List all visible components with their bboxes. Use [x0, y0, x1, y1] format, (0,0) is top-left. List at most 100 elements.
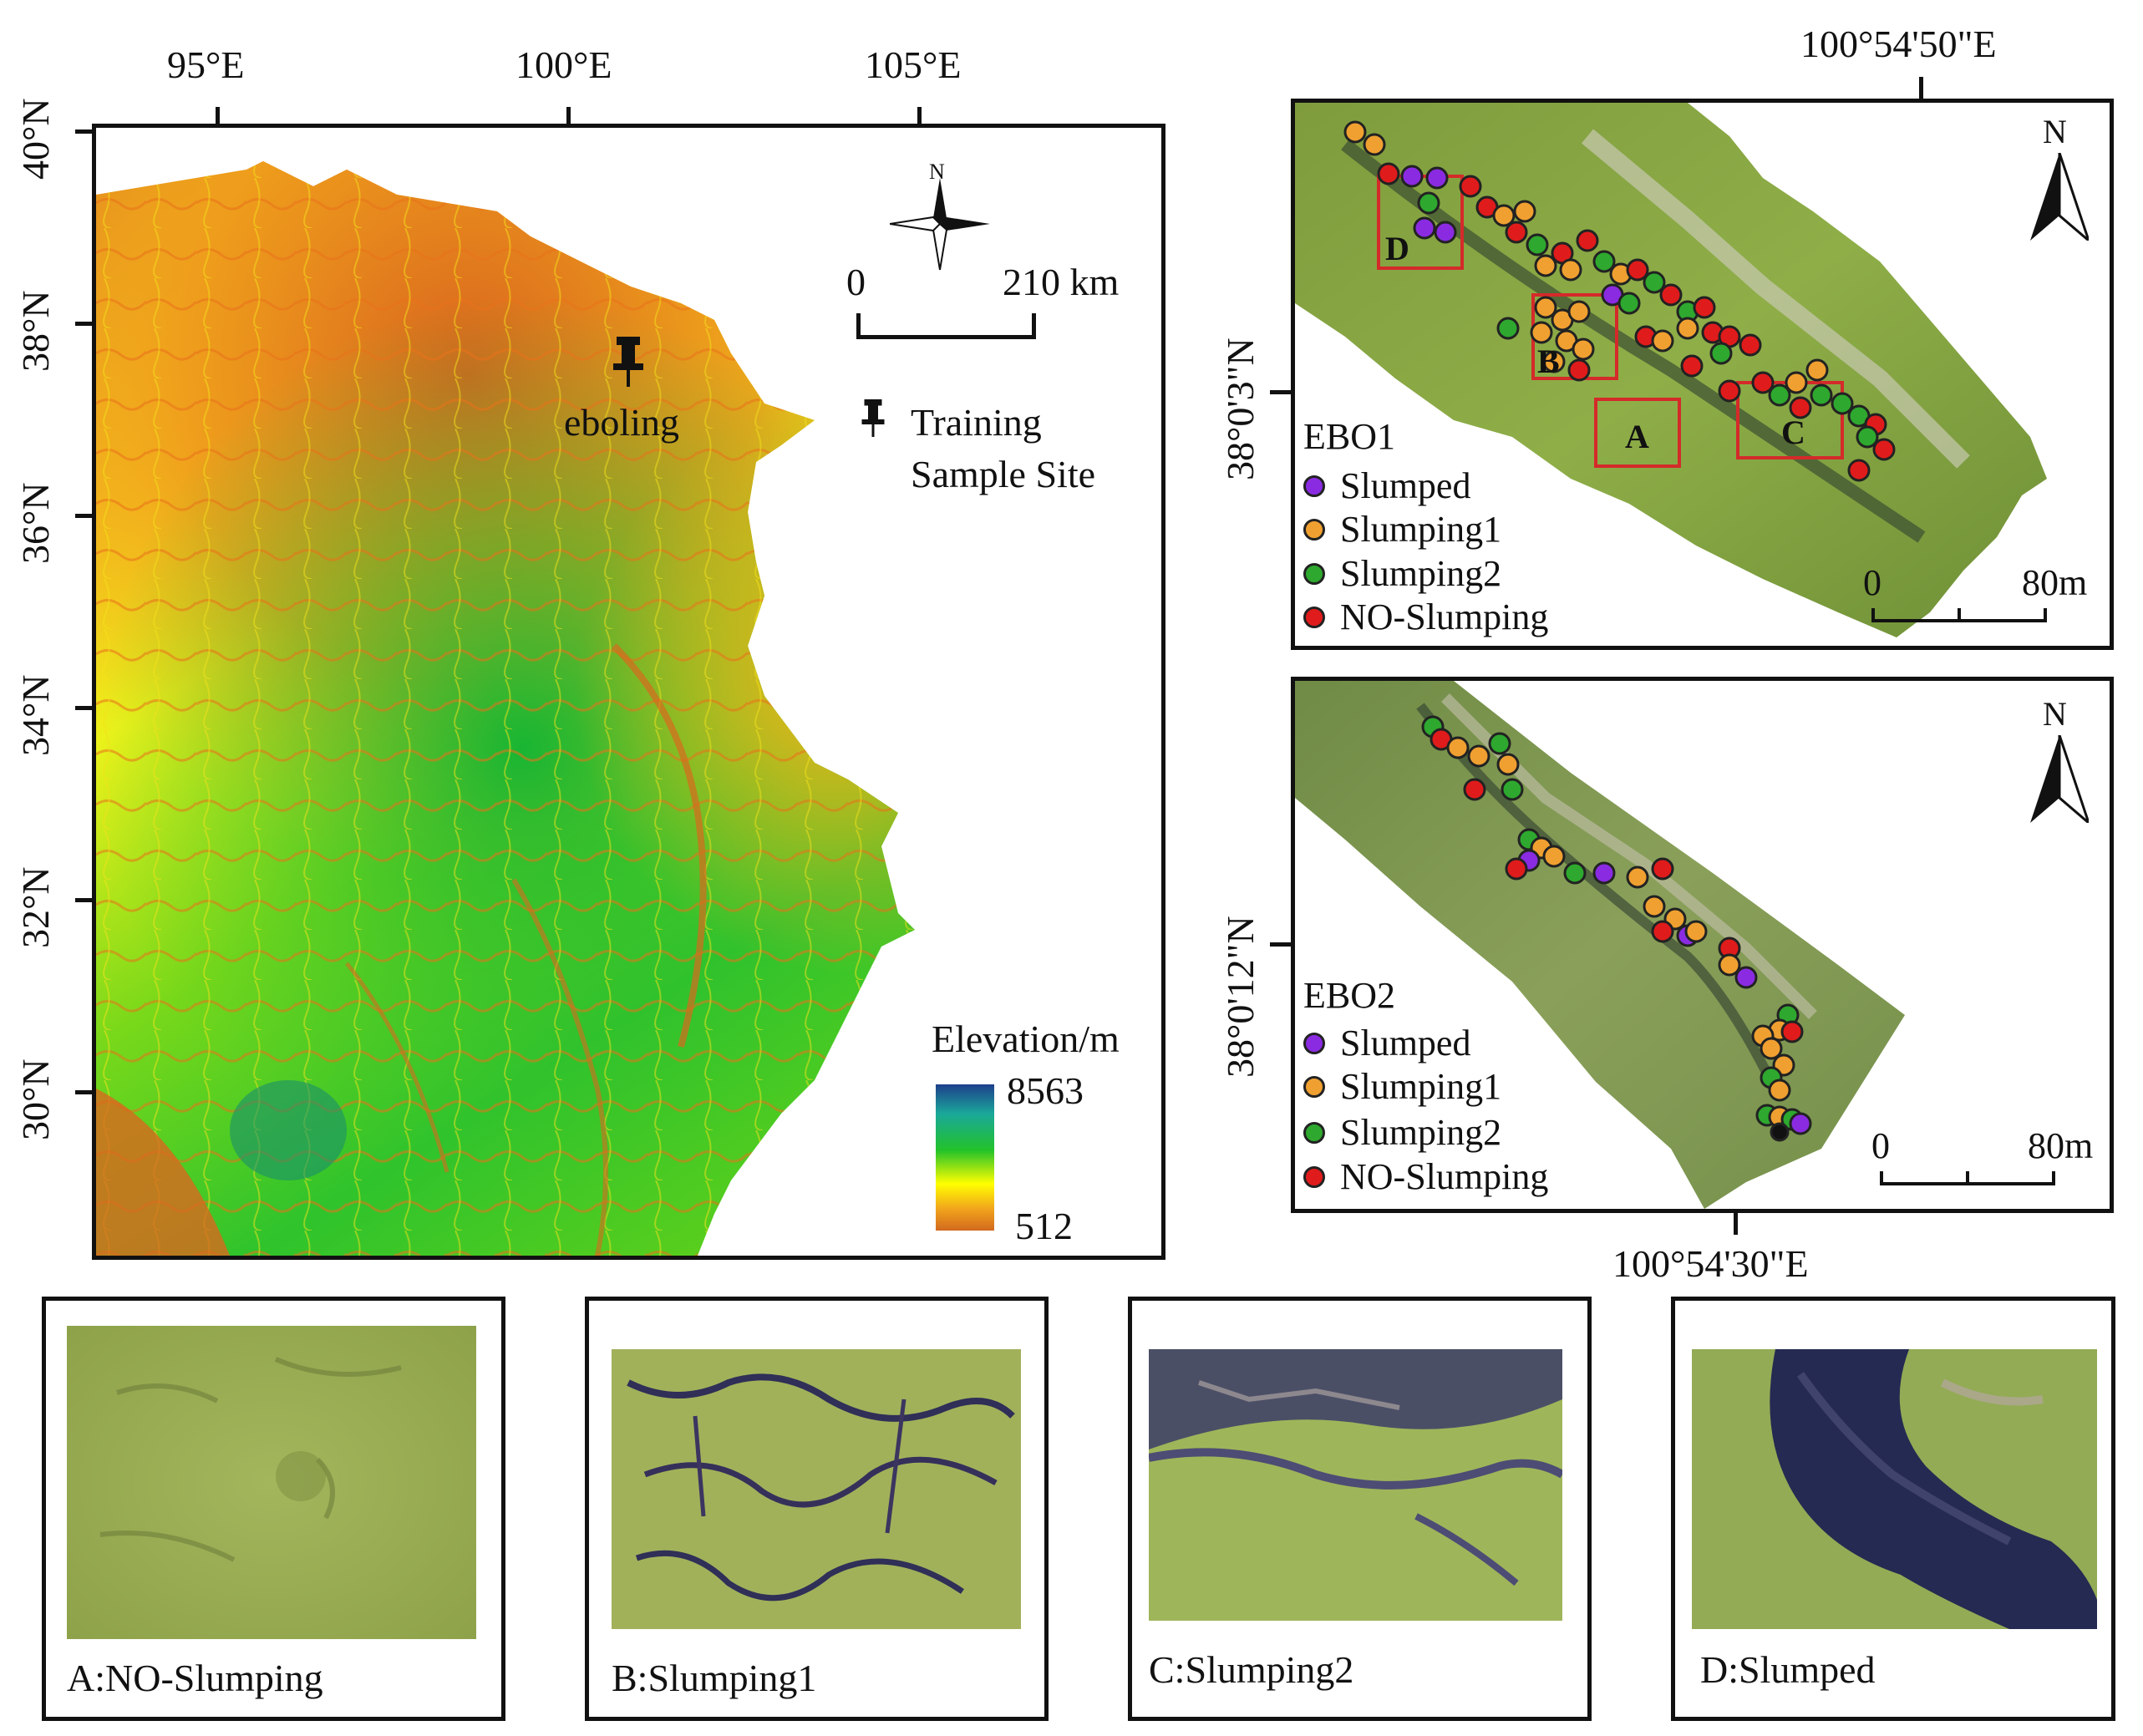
ebo2-title: EBO2: [1303, 975, 1395, 1016]
elevation-max-label: 8563: [1007, 1069, 1084, 1112]
ebo2-legend-no-slumping-label: NO-Slumping: [1340, 1156, 1549, 1197]
tick-lon-105: [917, 107, 922, 125]
lon-label-95: 95°E: [167, 43, 245, 86]
ebo1-north-arrow-icon: [2030, 153, 2089, 241]
scale-zero-label: 0: [846, 261, 866, 303]
sample-d-caption: D:Slumped: [1700, 1648, 1876, 1691]
ebo2-legend-slumping1-label: Slumping1: [1340, 1066, 1502, 1107]
ebo1-legend-slumping1-dot: [1303, 518, 1325, 541]
ebo1-box-label-b: B: [1537, 343, 1560, 380]
sample-d-image: [1692, 1349, 2097, 1629]
ebo2-legend-slumped-label: Slumped: [1340, 1023, 1471, 1063]
tick-lat-36: [75, 514, 94, 518]
ebo2-lat-tick: [1270, 942, 1293, 947]
ebo1-scale-value: 80m: [2022, 562, 2088, 603]
ebo1-legend-slumping2-dot: [1303, 562, 1325, 585]
training-site-marker: [613, 337, 643, 387]
elevation-legend-title: Elevation/m: [932, 1018, 1120, 1060]
sample-b-image: [612, 1349, 1021, 1629]
lat-label-30: 30°N: [14, 1058, 57, 1140]
north-letter: N: [929, 160, 945, 184]
scale-bar: [856, 335, 1036, 339]
dem-terrain: [96, 161, 915, 1256]
ebo2-legend-slumping1-dot: [1303, 1075, 1325, 1098]
tick-lat-38: [75, 322, 94, 326]
sample-c-image: [1149, 1349, 1562, 1621]
ebo2-scale-tick-l: [1880, 1171, 1883, 1185]
ebo1-scale-zero: 0: [1863, 562, 1881, 603]
sample-c-caption: C:Slumping2: [1149, 1648, 1354, 1691]
ebo2-legend-slumping1: Slumping1: [1303, 1065, 1501, 1108]
ebo1-scale-tick-m: [1958, 608, 1961, 622]
tick-lat-34: [75, 706, 94, 710]
ebo2-north-arrow-icon: [2030, 735, 2089, 823]
ebo2-legend-no-slumping-dot: [1303, 1165, 1325, 1188]
elevation-min-label: 512: [1015, 1205, 1073, 1247]
ebo2-legend-no-slumping: NO-Slumping: [1303, 1155, 1548, 1198]
lat-label-34: 34°N: [14, 674, 57, 756]
ebo1-legend-slumping1: Slumping1: [1303, 508, 1501, 551]
sample-a-image: [67, 1326, 476, 1639]
ebo2-lon-label: 100°54'30"E: [1612, 1242, 1809, 1285]
ebo2-scale-value: 80m: [2028, 1125, 2094, 1166]
ebo2-north-letter: N: [2043, 695, 2067, 733]
ebo2-lat-label: 38°0'12"N: [1219, 916, 1262, 1078]
ebo2-legend-slumped-dot: [1303, 1032, 1325, 1054]
lon-label-105: 105°E: [865, 43, 962, 86]
ebo1-north-letter: N: [2043, 113, 2067, 150]
lat-label-40: 40°N: [14, 98, 57, 180]
ebo1-legend-no-slumping: NO-Slumping: [1303, 596, 1548, 638]
legend-training-icon: [861, 399, 885, 437]
lat-label-38: 38°N: [14, 290, 57, 372]
ebo1-legend-slumping2: Slumping2: [1303, 552, 1501, 595]
ebo2-scale-tick-m: [1966, 1171, 1969, 1185]
elevation-colorbar: [936, 1084, 994, 1231]
ebo2-scale-tick-r: [2052, 1171, 2055, 1185]
scale-value-label: 210 km: [1003, 261, 1120, 303]
ebo2-points: [1421, 715, 1812, 1142]
sample-c-panel: C:Slumping2: [1128, 1297, 1592, 1721]
tick-lon-100: [566, 107, 571, 125]
lat-label-36: 36°N: [14, 482, 57, 564]
ebo1-imagery: [1295, 103, 2047, 637]
ebo1-legend-slumped-label: Slumped: [1340, 465, 1471, 506]
tick-lat-40: [75, 129, 94, 134]
ebo1-legend-no-slumping-label: NO-Slumping: [1340, 596, 1549, 637]
ebo2-legend-slumping2-dot: [1303, 1121, 1325, 1144]
tick-lat-30: [75, 1090, 94, 1094]
ebo1-legend-slumping2-label: Slumping2: [1340, 553, 1502, 594]
ebo1-legend-slumping1-label: Slumping1: [1340, 509, 1502, 550]
sample-d-panel: D:Slumped: [1671, 1297, 2115, 1721]
ebo1-panel: D B A C N EBO1 Slumped Slumping1 Slumpin…: [1291, 99, 2114, 650]
ebo1-points: [1343, 120, 1896, 482]
tick-lon-95: [216, 107, 220, 125]
ebo1-legend-no-slumping-dot: [1303, 606, 1325, 628]
ebo1-scale-tick-r: [2044, 608, 2047, 622]
lon-label-100: 100°E: [515, 43, 612, 86]
ebo2-legend-slumping2: Slumping2: [1303, 1111, 1501, 1154]
ebo1-lon-label: 100°54'50"E: [1800, 23, 1997, 65]
ebo2-imagery: [1295, 681, 1905, 1209]
ebo2-panel: N EBO2 Slumped Slumping1 Slumping2 NO-Sl…: [1291, 677, 2114, 1213]
ebo1-box-label-d: D: [1385, 230, 1409, 267]
ebo1-lat-label: 38°0'3"N: [1219, 338, 1262, 480]
legend-training-line1: Training: [911, 401, 1042, 444]
ebo1-lat-tick: [1270, 390, 1293, 394]
sample-b-caption: B:Slumping1: [612, 1657, 817, 1699]
ebo2-legend-slumping2-label: Slumping2: [1340, 1112, 1502, 1153]
ebo1-title: EBO1: [1303, 416, 1395, 457]
ebo1-legend-slumped-dot: [1303, 475, 1325, 497]
main-dem-map: eboling N 0 210 km Training Sample Site …: [92, 124, 1165, 1260]
ebo1-scale-tick-l: [1871, 608, 1875, 622]
ebo2-scale-zero: 0: [1871, 1125, 1890, 1166]
ebo1-lon-tick: [1919, 77, 1923, 100]
ebo2-lon-tick: [1734, 1211, 1738, 1235]
sample-b-panel: B:Slumping1: [585, 1297, 1049, 1721]
ebo1-box-label-a: A: [1625, 418, 1649, 455]
lat-label-32: 32°N: [14, 866, 57, 948]
sample-a-panel: A:NO-Slumping: [42, 1297, 505, 1721]
scale-bar-tick-left: [856, 313, 861, 338]
ebo1-box-label-c: C: [1781, 414, 1805, 451]
sample-a-caption: A:NO-Slumping: [67, 1657, 323, 1699]
scale-bar-tick-right: [1032, 313, 1036, 338]
